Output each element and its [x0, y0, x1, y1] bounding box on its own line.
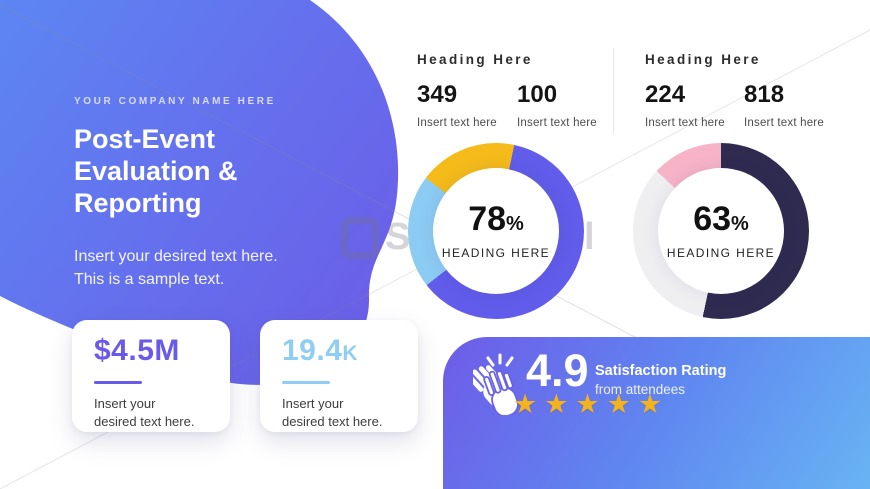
hero-subtitle: Insert your desired text here. This is a…	[74, 245, 354, 291]
donut-center-label: HEADING HERE	[666, 246, 776, 260]
donut-percent: 78%	[468, 200, 524, 238]
donut-center: 63% HEADING HERE	[658, 168, 784, 294]
metric-group-1: Heading Here 349 Insert text here 100 In…	[417, 52, 617, 129]
metric-group-2: Heading Here 224 Insert text here 818 In…	[645, 52, 845, 129]
group-heading: Heading Here	[417, 52, 533, 67]
subtitle-line: Insert your desired text here.	[74, 248, 278, 265]
card-value: 19.4K	[282, 334, 359, 367]
satisfaction-panel: 4.9 Satisfaction Rating from attendees ★…	[443, 337, 870, 489]
company-name: YOUR COMPANY NAME HERE	[74, 96, 276, 107]
vertical-divider	[613, 48, 614, 134]
star-row: ★★★★★	[513, 389, 670, 419]
stat-item: 818 Insert text here	[744, 81, 824, 129]
title-line: Reporting	[74, 188, 202, 218]
group-heading: Heading Here	[645, 52, 761, 67]
donut-center-label: HEADING HERE	[441, 246, 551, 260]
stat-item: 100 Insert text here	[517, 81, 597, 129]
page-title: Post-Event Evaluation & Reporting	[74, 123, 354, 219]
hero-text-block: YOUR COMPANY NAME HERE Post-Event Evalua…	[74, 96, 354, 291]
card-accent-bar	[94, 381, 142, 384]
title-line: Evaluation &	[74, 156, 238, 186]
donut-percent: 63%	[693, 200, 749, 238]
donut-chart-2: 63% HEADING HERE	[633, 143, 809, 319]
title-line: Post-Event	[74, 124, 216, 154]
card-value: $4.5M	[94, 334, 180, 367]
card-description: Insert your desired text here.	[94, 396, 195, 429]
subtitle-line: This is a sample text.	[74, 271, 225, 288]
card-description: Insert your desired text here.	[282, 396, 383, 429]
card-accent-bar	[282, 381, 330, 384]
stat-card-attendance: 19.4K Insert your desired text here.	[260, 320, 418, 432]
satisfaction-subtitle: from attendees	[595, 382, 686, 397]
clapping-hands-icon	[473, 353, 519, 415]
stat-card-money: $4.5M Insert your desired text here.	[72, 320, 230, 432]
donut-chart-1: 78% HEADING HERE	[408, 143, 584, 319]
donut-center: 78% HEADING HERE	[433, 168, 559, 294]
satisfaction-title: Satisfaction Rating	[595, 363, 727, 379]
stat-item: 224 Insert text here	[645, 81, 725, 129]
stat-item: 349 Insert text here	[417, 81, 497, 129]
satisfaction-texts: Satisfaction Rating from attendees	[595, 363, 726, 397]
satisfaction-score: 4.9	[526, 345, 589, 396]
